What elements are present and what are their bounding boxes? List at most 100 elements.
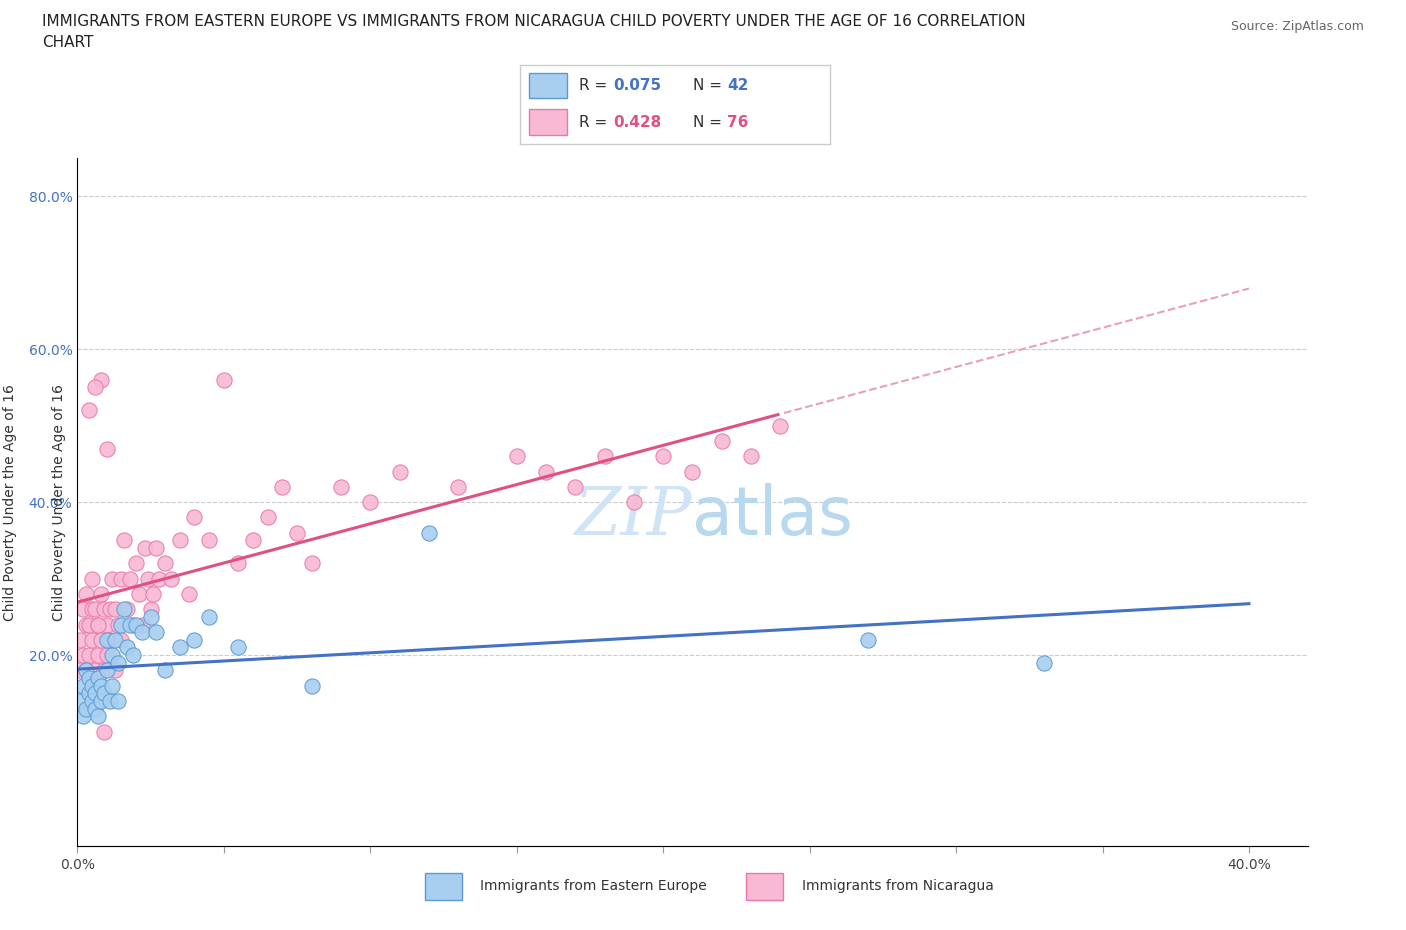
Point xyxy=(72,709,94,724)
Point xyxy=(301,556,323,571)
Point xyxy=(122,618,145,632)
Point xyxy=(77,403,100,418)
Point xyxy=(80,602,103,617)
Point xyxy=(142,587,165,602)
Point xyxy=(98,632,121,647)
Point xyxy=(87,709,110,724)
Point xyxy=(107,694,129,709)
Point xyxy=(87,618,110,632)
Text: 42: 42 xyxy=(727,78,749,93)
Point xyxy=(93,686,115,701)
Point xyxy=(87,618,110,632)
Point xyxy=(1033,656,1056,671)
Point xyxy=(72,647,94,662)
Point xyxy=(75,663,97,678)
Point xyxy=(80,632,103,647)
Text: N =: N = xyxy=(693,78,727,93)
Point xyxy=(101,678,124,693)
Point xyxy=(131,618,153,632)
Point xyxy=(148,571,170,586)
Point xyxy=(96,441,118,456)
Point xyxy=(77,686,100,701)
Point xyxy=(77,671,100,685)
Point xyxy=(120,571,141,586)
Point xyxy=(359,495,381,510)
Point xyxy=(228,640,250,655)
Text: R =: R = xyxy=(579,78,612,93)
Point xyxy=(169,640,191,655)
Point xyxy=(107,618,129,632)
Point xyxy=(212,372,235,387)
Text: 0.075: 0.075 xyxy=(613,78,661,93)
Point xyxy=(125,618,148,632)
Point xyxy=(80,694,103,709)
Point xyxy=(183,632,205,647)
Point xyxy=(131,625,153,640)
Point xyxy=(564,480,586,495)
Point xyxy=(115,602,138,617)
Point xyxy=(534,464,557,479)
Text: 0.428: 0.428 xyxy=(613,114,661,129)
Point xyxy=(139,609,162,624)
Point xyxy=(96,632,118,647)
Point xyxy=(228,556,250,571)
Point xyxy=(90,694,112,709)
Point xyxy=(139,602,162,617)
Point xyxy=(84,686,107,701)
FancyBboxPatch shape xyxy=(747,873,783,900)
Point xyxy=(84,380,107,395)
Point xyxy=(75,701,97,716)
Point xyxy=(90,632,112,647)
Point xyxy=(652,449,675,464)
Point xyxy=(145,625,167,640)
Point xyxy=(160,571,183,586)
Point xyxy=(77,618,100,632)
Point xyxy=(93,602,115,617)
Point xyxy=(256,510,278,525)
Point xyxy=(104,663,127,678)
Point xyxy=(72,602,94,617)
Point xyxy=(98,602,121,617)
Point xyxy=(301,678,323,693)
Point xyxy=(136,571,159,586)
Point xyxy=(112,533,135,548)
Y-axis label: Child Poverty Under the Age of 16: Child Poverty Under the Age of 16 xyxy=(52,384,66,620)
Point xyxy=(101,647,124,662)
Point xyxy=(623,495,645,510)
Point xyxy=(858,632,880,647)
Point xyxy=(69,663,91,678)
Point xyxy=(198,609,221,624)
Point xyxy=(177,587,200,602)
Text: N =: N = xyxy=(693,114,727,129)
Point xyxy=(115,640,138,655)
Point xyxy=(155,556,177,571)
Point xyxy=(93,724,115,739)
Point xyxy=(169,533,191,548)
Point xyxy=(77,647,100,662)
Text: R =: R = xyxy=(579,114,612,129)
Point xyxy=(155,663,177,678)
Point xyxy=(104,632,127,647)
Point xyxy=(145,540,167,555)
Point xyxy=(75,618,97,632)
Point xyxy=(93,663,115,678)
Point xyxy=(98,694,121,709)
Point xyxy=(710,433,733,448)
Text: Immigrants from Eastern Europe: Immigrants from Eastern Europe xyxy=(481,879,707,893)
Point xyxy=(418,525,440,540)
Point xyxy=(388,464,411,479)
Point xyxy=(96,618,118,632)
Text: CHART: CHART xyxy=(42,35,94,50)
Text: Source: ZipAtlas.com: Source: ZipAtlas.com xyxy=(1230,20,1364,33)
FancyBboxPatch shape xyxy=(425,873,461,900)
Point xyxy=(80,678,103,693)
Point xyxy=(120,618,141,632)
Point xyxy=(75,587,97,602)
Point xyxy=(122,647,145,662)
Point xyxy=(285,525,308,540)
Point xyxy=(740,449,762,464)
Point xyxy=(87,671,110,685)
Point xyxy=(110,571,132,586)
Y-axis label: Child Poverty Under the Age of 16: Child Poverty Under the Age of 16 xyxy=(3,384,17,620)
Point xyxy=(183,510,205,525)
